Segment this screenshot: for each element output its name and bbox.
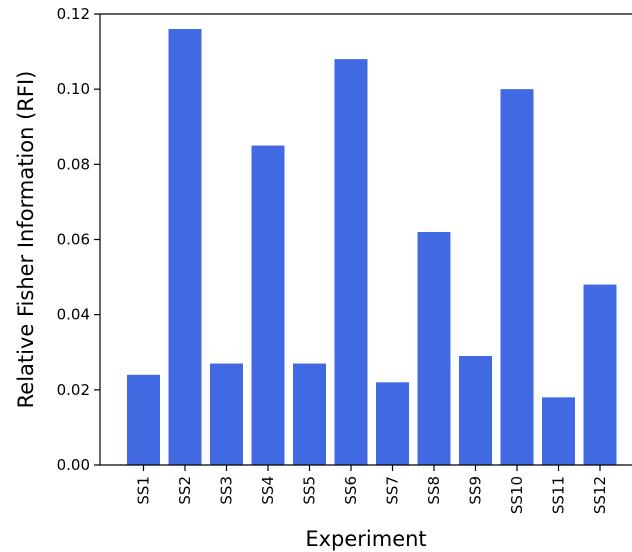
x-tick-label: SS9 bbox=[467, 476, 485, 505]
bar-ss4 bbox=[251, 145, 285, 465]
y-tick-label: 0.06 bbox=[57, 231, 90, 249]
y-ticks-group: 0.00 0.02 0.04 0.06 0.08 0.10 0.12 bbox=[57, 5, 100, 474]
bar-ss3 bbox=[210, 363, 243, 465]
x-tick-label: SS6 bbox=[342, 476, 360, 505]
bar-ss5 bbox=[293, 363, 326, 465]
bar-ss6 bbox=[334, 59, 368, 465]
bar-ss12 bbox=[583, 284, 617, 465]
x-tick-label: SS4 bbox=[259, 476, 277, 505]
x-axis-title: Experiment bbox=[305, 527, 426, 551]
x-tick-label: SS8 bbox=[425, 476, 443, 505]
bar-ss11 bbox=[542, 397, 575, 465]
bars-group bbox=[127, 29, 617, 466]
x-tick-label: SS12 bbox=[591, 476, 609, 514]
y-tick-label: 0.10 bbox=[57, 80, 90, 98]
bar-ss10 bbox=[500, 89, 534, 466]
y-tick-label: 0.00 bbox=[57, 456, 90, 474]
x-tick-label: SS11 bbox=[550, 476, 568, 514]
x-tick-label: SS2 bbox=[176, 476, 194, 505]
y-tick-label: 0.08 bbox=[57, 155, 90, 173]
x-tick-label: SS7 bbox=[384, 476, 402, 505]
bar-ss2 bbox=[168, 29, 202, 466]
x-tick-label: SS10 bbox=[508, 476, 526, 514]
bar-ss8 bbox=[417, 231, 451, 465]
bar-ss9 bbox=[459, 356, 492, 465]
x-tick-label: SS3 bbox=[218, 476, 236, 505]
bar-ss7 bbox=[376, 382, 409, 465]
bar-ss1 bbox=[127, 374, 160, 465]
y-tick-label: 0.12 bbox=[57, 5, 90, 23]
plot-area: 0.000.020.040.060.080.100.12 SS1 SS2 SS3 SS… bbox=[57, 5, 632, 514]
y-tick-label: 0.04 bbox=[57, 306, 90, 324]
y-tick-label: 0.02 bbox=[57, 381, 90, 399]
x-ticks-group: SS1 SS2 SS3 SS4 SS5 SS6 SS7 SS8 SS9 SS10 SS11 SS12 bbox=[135, 465, 609, 514]
y-axis-title: Relative Fisher Information (RFI) bbox=[14, 71, 38, 409]
x-tick-label: SS5 bbox=[301, 476, 319, 505]
x-tick-label: SS1 bbox=[135, 476, 153, 505]
